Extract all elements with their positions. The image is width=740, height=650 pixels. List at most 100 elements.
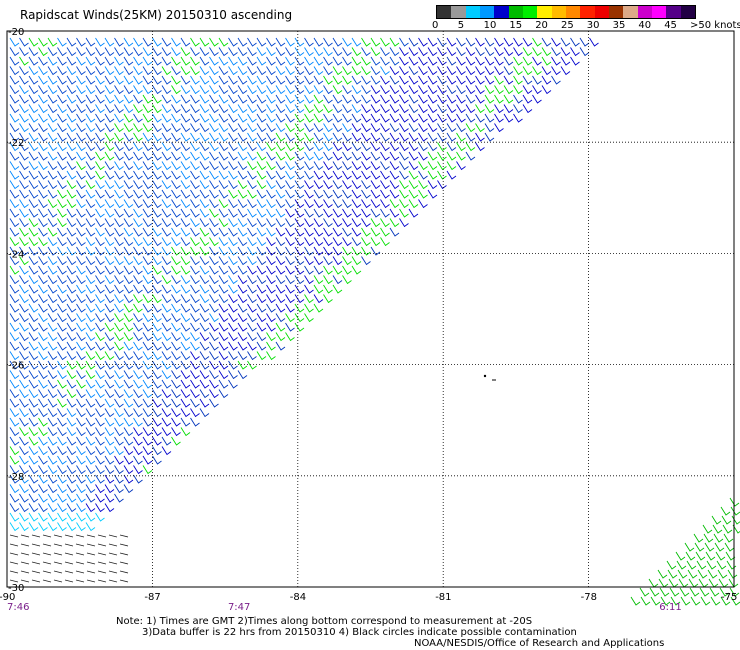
wind-barb	[76, 256, 86, 266]
wind-barb	[218, 322, 229, 332]
wind-barb	[161, 427, 172, 437]
wind-barb	[218, 389, 229, 399]
wind-barb	[313, 284, 324, 294]
wind-barb	[256, 208, 267, 218]
wind-barb	[332, 180, 343, 190]
wind-barb	[161, 170, 172, 180]
wind-barb	[104, 275, 115, 285]
wind-barb	[47, 474, 58, 484]
wind-barb	[522, 66, 533, 76]
wind-barb	[142, 218, 153, 228]
wind-barb	[237, 322, 248, 332]
wind-barb	[408, 170, 419, 180]
wind-barb	[171, 123, 181, 133]
wind-barb	[228, 351, 238, 361]
wind-barb	[294, 66, 305, 76]
wind-barb	[484, 132, 495, 142]
wind-barb	[313, 56, 324, 66]
wind-barb	[161, 104, 172, 114]
wind-barb	[475, 123, 485, 133]
wind-barb	[247, 189, 257, 199]
wind-barb	[85, 265, 96, 275]
wind-barb	[313, 142, 324, 152]
wind-barb	[57, 132, 67, 142]
wind-barb	[199, 408, 210, 418]
wind-barb	[199, 284, 210, 294]
wind-barb	[332, 37, 343, 47]
wind-barb-calm	[108, 579, 118, 583]
wind-barb	[9, 47, 20, 57]
wind-barb	[380, 208, 390, 218]
wind-barb-calm	[64, 561, 74, 565]
wind-barb	[256, 313, 267, 323]
wind-barb	[9, 199, 20, 209]
wind-barb	[19, 474, 29, 484]
wind-barb	[228, 379, 238, 389]
wind-barb	[351, 265, 362, 275]
wind-barb	[361, 189, 371, 199]
wind-barb	[437, 37, 447, 47]
wind-barb	[418, 75, 428, 85]
wind-barb	[313, 66, 324, 76]
wind-barb	[209, 75, 219, 85]
wind-barb	[380, 113, 390, 123]
wind-barb	[180, 237, 191, 247]
wind-barb	[114, 313, 124, 323]
wind-barb	[199, 189, 210, 199]
wind-barb	[19, 455, 29, 465]
wind-barb	[123, 332, 134, 342]
wind-barb	[209, 180, 219, 190]
wind-barb	[332, 265, 343, 275]
wind-barb	[706, 560, 717, 570]
wind-barb	[190, 284, 200, 294]
wind-barb	[304, 246, 314, 256]
wind-barb	[57, 455, 67, 465]
wind-barb	[708, 578, 719, 588]
wind-barb	[380, 218, 390, 228]
wind-barb	[199, 265, 210, 275]
wind-barb	[237, 360, 248, 370]
wind-barb	[152, 47, 162, 57]
wind-barb	[104, 47, 115, 57]
wind-barb	[123, 104, 134, 114]
wind-barb	[351, 104, 362, 114]
wind-barb	[85, 360, 96, 370]
wind-barb	[275, 294, 286, 304]
wind-barb	[285, 161, 295, 171]
wind-barb	[190, 332, 200, 342]
wind-barb	[694, 542, 705, 552]
wind-barb	[123, 256, 134, 266]
wind-barb	[95, 313, 105, 323]
wind-barb	[389, 113, 400, 123]
wind-barb	[66, 446, 77, 456]
wind-barb-calm	[31, 534, 41, 538]
wind-barb	[66, 512, 77, 522]
wind-barb	[19, 246, 29, 256]
wind-barb-calm	[9, 570, 19, 574]
wind-barb	[266, 256, 276, 266]
wind-barb	[152, 351, 162, 361]
wind-barb	[47, 37, 58, 47]
wind-barb	[190, 246, 200, 256]
wind-barb	[676, 560, 687, 570]
wind-barb	[114, 398, 124, 408]
wind-barb	[47, 56, 58, 66]
wind-barb	[427, 123, 438, 133]
wind-barb	[57, 189, 67, 199]
wind-barb	[76, 237, 86, 247]
wind-barb	[408, 66, 419, 76]
wind-barb	[180, 142, 191, 152]
wind-barb	[57, 256, 67, 266]
wind-barb	[104, 417, 115, 427]
wind-barb	[171, 104, 181, 114]
wind-barb	[161, 218, 172, 228]
wind-barb	[9, 113, 20, 123]
wind-barb	[133, 379, 143, 389]
wind-barb	[47, 503, 58, 513]
wind-barb	[152, 256, 162, 266]
wind-barb	[19, 389, 29, 399]
wind-barb	[342, 123, 352, 133]
wind-barb	[285, 227, 295, 237]
wind-barb	[133, 94, 143, 104]
wind-barb	[76, 512, 86, 522]
